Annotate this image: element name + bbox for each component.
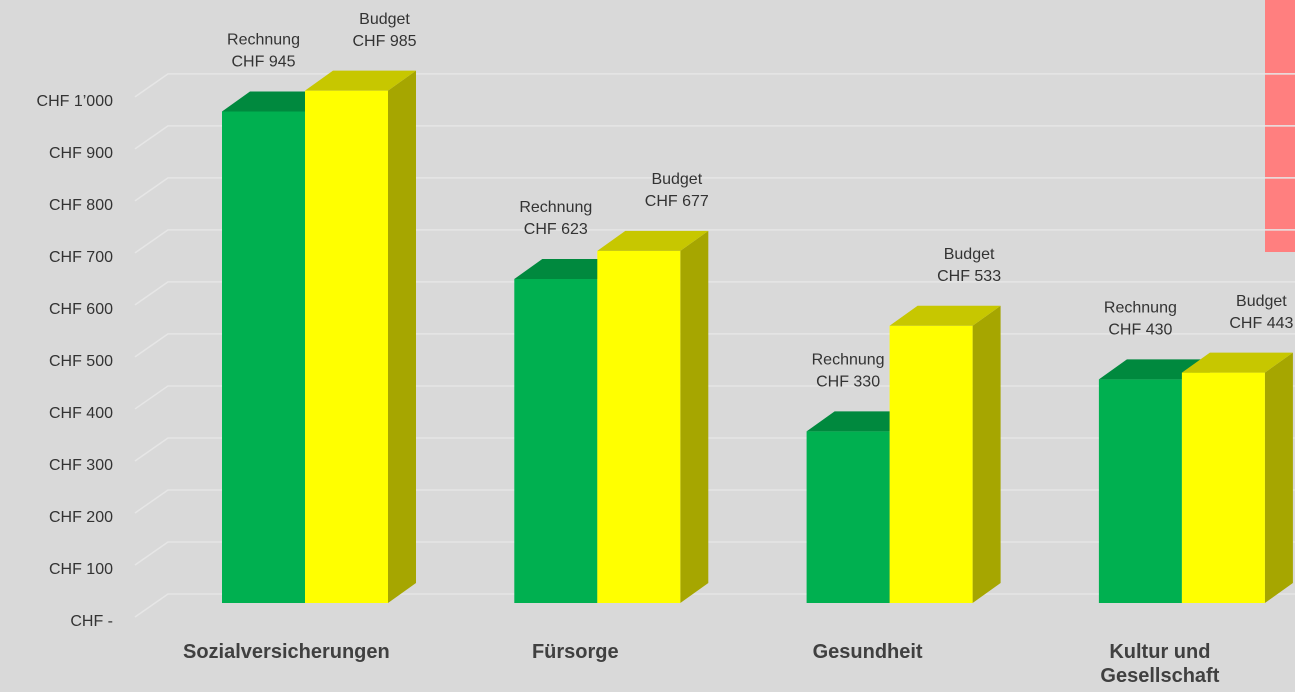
y-tick-label: CHF 900 (49, 145, 113, 162)
grid-line (134, 125, 1295, 150)
bar (305, 90, 388, 604)
bar-top (597, 230, 709, 251)
grid-line (134, 281, 1295, 306)
x-tick-label: Fürsorge (531, 641, 619, 663)
data-label-name: Budget (944, 246, 995, 263)
y-tick-label: CHF 500 (49, 353, 113, 370)
grid-line (134, 73, 1295, 98)
y-tick-label: CHF 400 (49, 405, 113, 422)
y-tick-label: CHF 200 (49, 509, 113, 526)
data-label-name: Budget (1236, 293, 1287, 310)
bar-side (1264, 352, 1293, 603)
bar (889, 325, 973, 603)
bar (597, 250, 681, 603)
bar (1098, 379, 1182, 603)
bar (514, 278, 598, 603)
data-label: CHF 677 (645, 193, 709, 210)
y-tick-label: CHF 700 (49, 249, 113, 266)
x-tick-label: Sozialversicherungen (183, 641, 390, 663)
y-tick-label: CHF 1’000 (37, 93, 114, 110)
data-label: CHF 443 (1229, 315, 1293, 332)
data-label: CHF 330 (816, 374, 880, 391)
data-label: CHF 985 (352, 33, 416, 50)
data-label: CHF 945 (231, 54, 295, 71)
bar (222, 111, 305, 603)
data-label: CHF 430 (1108, 322, 1172, 339)
data-label-name: Budget (651, 171, 702, 188)
data-label-name: Budget (359, 11, 410, 28)
x-tick-label: Gesundheit (812, 641, 923, 663)
bar-top (305, 70, 416, 91)
data-label-name: Rechnung (1104, 300, 1177, 317)
y-tick-label: CHF 800 (49, 197, 113, 214)
data-label: CHF 533 (937, 268, 1001, 285)
bar (1181, 372, 1265, 603)
bar-side (680, 230, 709, 603)
x-tick-label: Kultur und Gesellschaft (1100, 641, 1220, 687)
y-tick-label: CHF - (70, 613, 113, 630)
bar-side (388, 70, 416, 604)
y-tick-label: CHF 100 (49, 561, 113, 578)
y-tick-label: CHF 300 (49, 457, 113, 474)
data-label-name: Rechnung (227, 32, 300, 49)
data-label-name: Rechnung (812, 352, 885, 369)
grid-line (134, 229, 1295, 254)
data-label: CHF 623 (524, 221, 588, 238)
y-tick-label: CHF 600 (49, 301, 113, 318)
bar-top (1181, 352, 1293, 373)
bar-top (889, 305, 1001, 326)
bar-side (972, 305, 1001, 603)
bar (806, 431, 890, 603)
data-label-name: Rechnung (519, 199, 592, 216)
grid-line (134, 177, 1295, 202)
